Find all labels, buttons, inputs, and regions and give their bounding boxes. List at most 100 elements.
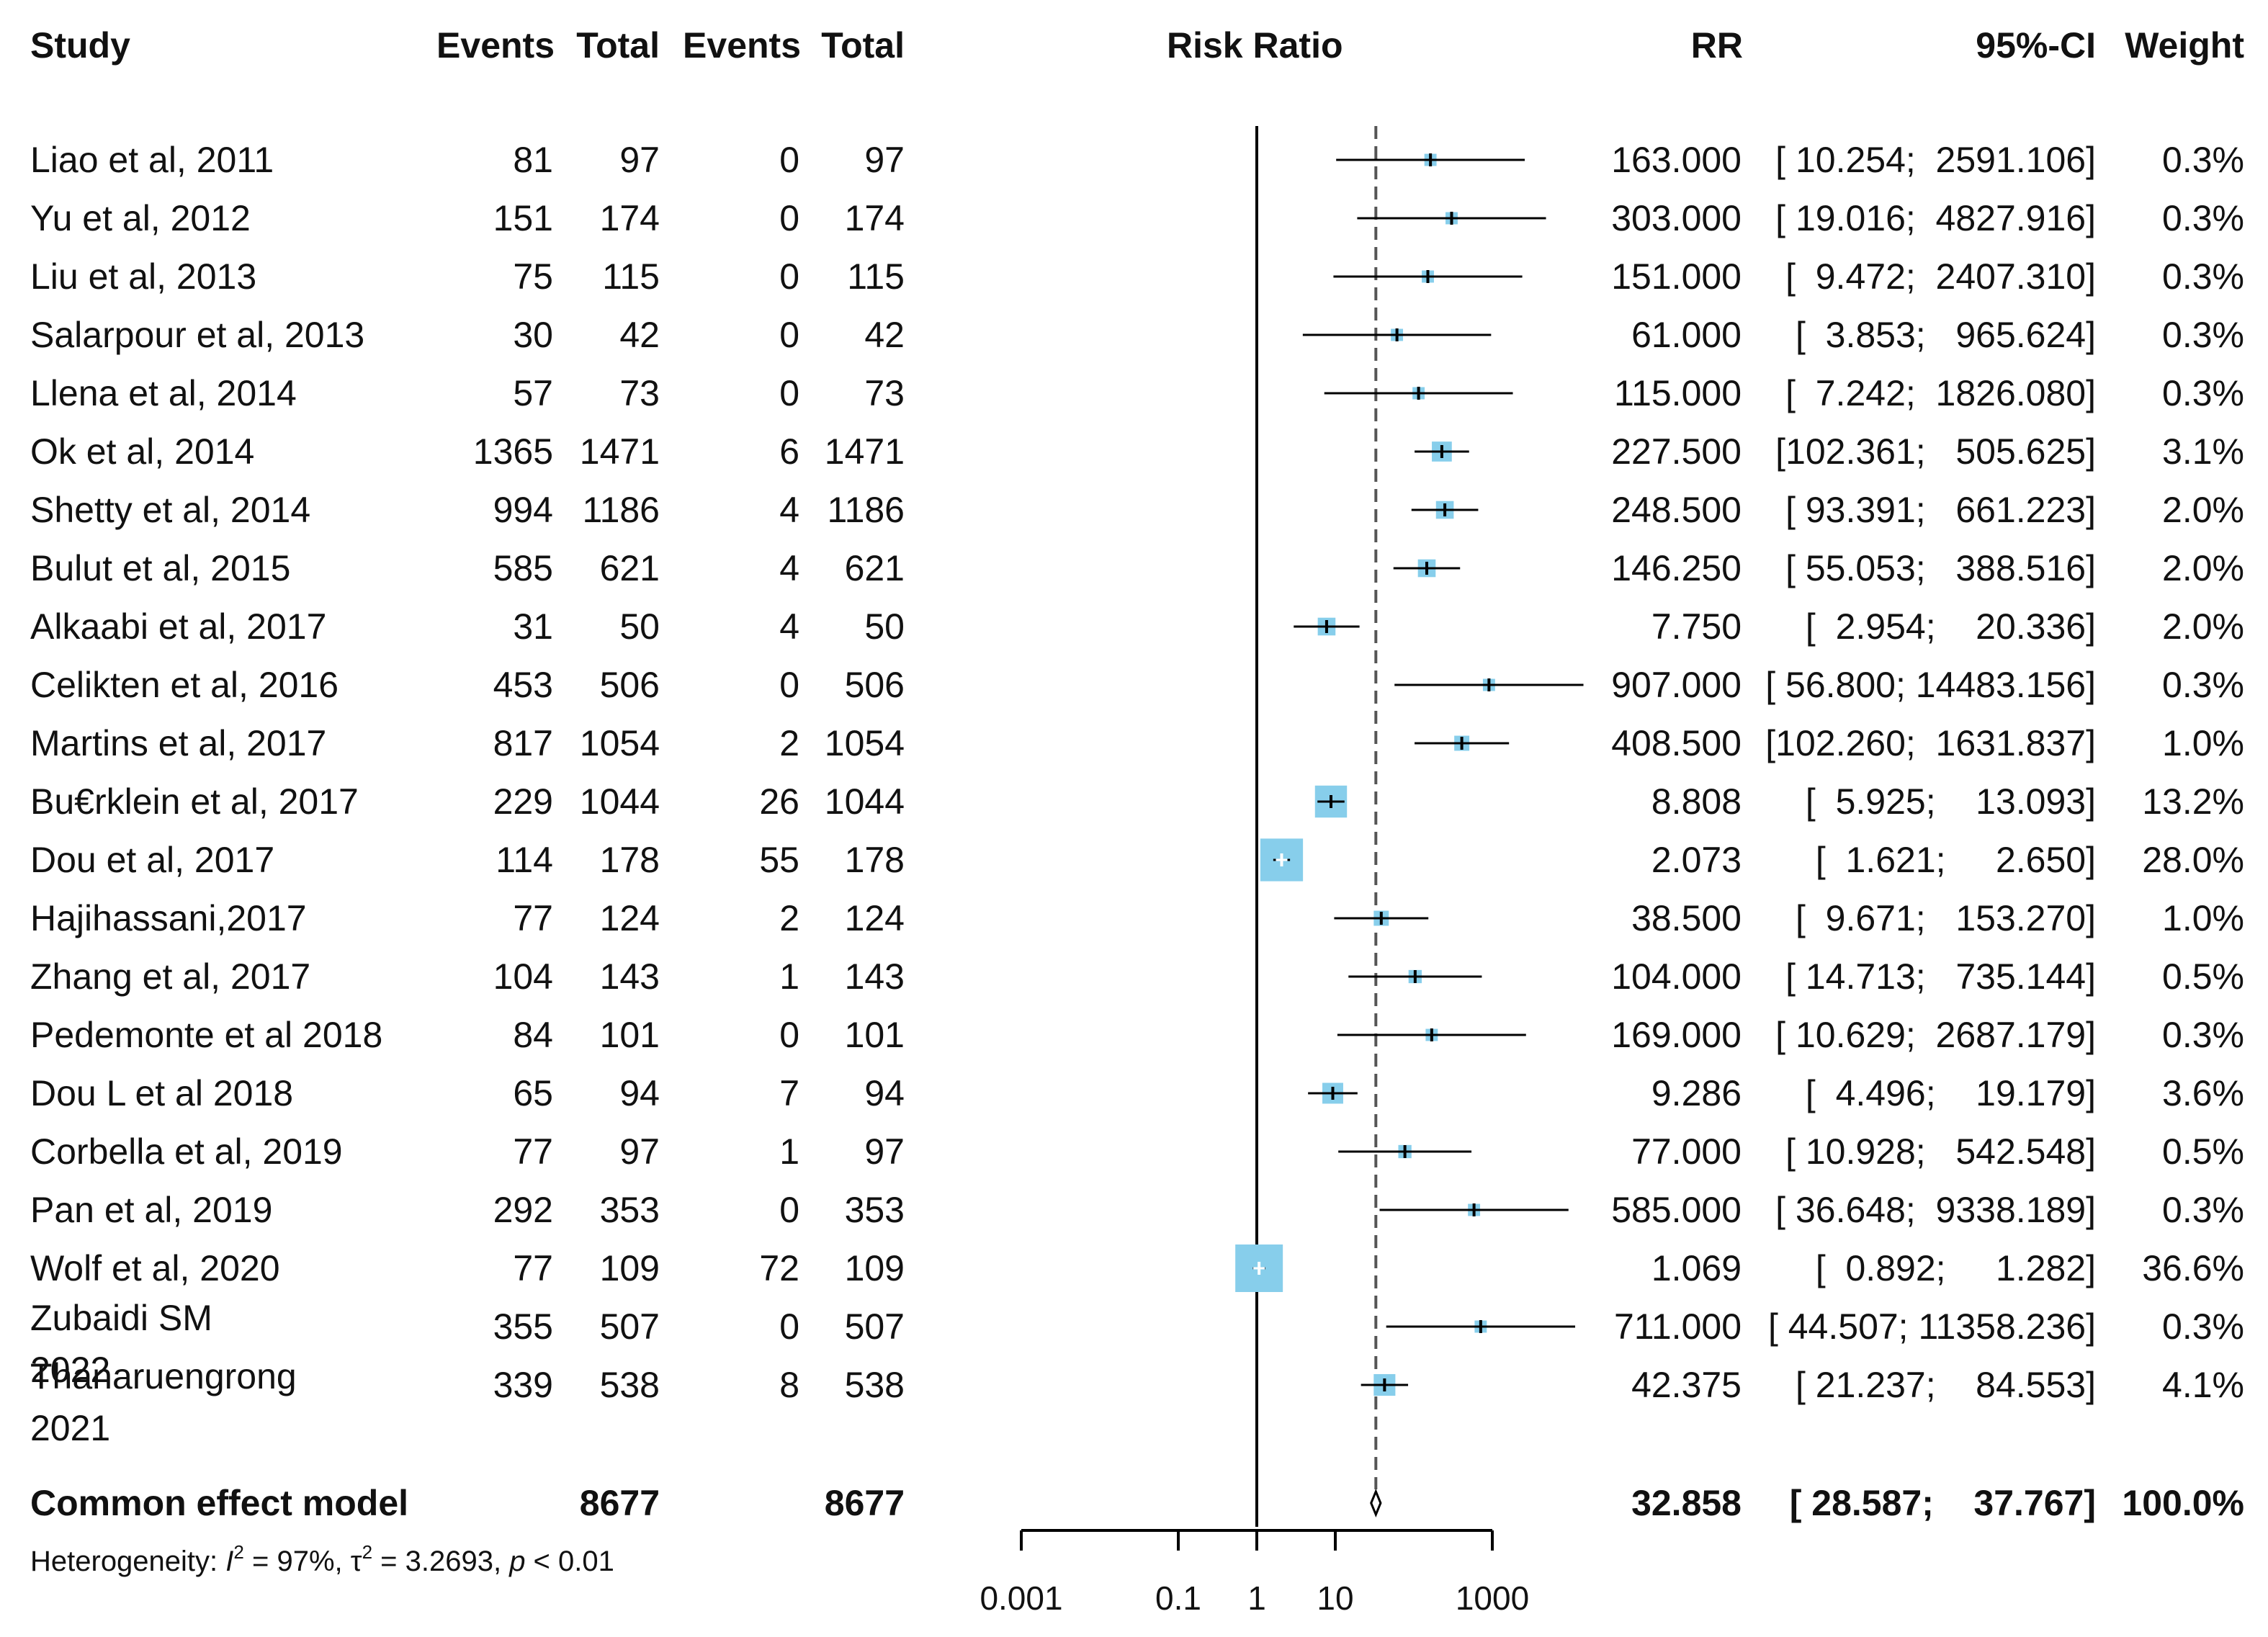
study-name: Liao et al, 2011 [30, 140, 274, 180]
events-ctl-cell: 0 [779, 256, 799, 297]
events-ctl-cell: 8 [779, 1365, 799, 1405]
total-ctl-cell: 73 [864, 373, 905, 413]
total-exp-cell: 174 [599, 198, 660, 238]
weight-cell: 36.6% [2142, 1248, 2244, 1288]
header-risk-ratio: Risk Ratio [1167, 25, 1343, 66]
weight-cell: 28.0% [2142, 840, 2244, 880]
total-ctl-cell: 507 [844, 1306, 905, 1347]
weight-cell: 0.5% [2162, 956, 2244, 997]
events-ctl-cell: 0 [779, 315, 799, 355]
rr-cell: 104.000 [1611, 956, 1742, 997]
total-exp-cell: 73 [619, 373, 660, 413]
events-exp-cell: 104 [493, 956, 553, 997]
events-exp-cell: 65 [513, 1073, 553, 1113]
header-events-ctl: Events [683, 25, 801, 66]
x-axis-tick-label: 0.1 [1155, 1579, 1201, 1617]
weight-cell: 0.3% [2162, 1190, 2244, 1230]
ci-cell: [ 14.713; 735.144] [1785, 956, 2096, 997]
rr-cell: 38.500 [1631, 898, 1742, 938]
total-exp-cell: 1471 [579, 431, 660, 472]
weight-cell: 0.3% [2162, 1306, 2244, 1347]
events-ctl-cell: 1 [779, 956, 799, 997]
ci-cell: [ 9.472; 2407.310] [1785, 256, 2096, 297]
i2-value: = 97%, [243, 1546, 351, 1577]
overall-ci: [ 28.587; 37.767] [1789, 1483, 2096, 1523]
total-ctl-cell: 178 [844, 840, 905, 880]
rr-cell: 711.000 [1613, 1306, 1742, 1347]
total-ctl-cell: 353 [844, 1190, 905, 1230]
events-ctl-cell: 0 [779, 1015, 799, 1055]
events-exp-cell: 355 [493, 1306, 553, 1347]
events-ctl-cell: 4 [779, 548, 799, 588]
study-name: Wolf et al, 2020 [30, 1248, 280, 1288]
total-exp-cell: 115 [602, 256, 660, 297]
events-exp-cell: 77 [513, 1131, 553, 1172]
weight-cell: 0.3% [2162, 315, 2244, 355]
total-ctl-cell: 174 [844, 198, 905, 238]
rr-cell: 77.000 [1631, 1131, 1742, 1172]
total-exp-cell: 97 [619, 140, 660, 180]
weight-cell: 1.0% [2162, 898, 2244, 938]
total-ctl-cell: 42 [864, 315, 905, 355]
study-name: Yu et al, 2012 [30, 198, 251, 238]
events-exp-cell: 1365 [472, 431, 553, 472]
header-total-ctl: Total [821, 25, 905, 66]
events-ctl-cell: 7 [779, 1073, 799, 1113]
events-exp-cell: 817 [493, 723, 553, 763]
rr-cell: 2.073 [1651, 840, 1742, 880]
total-ctl-cell: 101 [844, 1015, 905, 1055]
rr-cell: 146.250 [1611, 548, 1742, 588]
ci-cell: [ 2.954; 20.336] [1805, 606, 2096, 647]
x-axis-tick-label: 1 [1247, 1579, 1266, 1617]
study-name: Bulut et al, 2015 [30, 548, 291, 588]
study-name: Zubaidi SM 2022 [30, 1298, 212, 1390]
weight-cell: 0.3% [2162, 1015, 2244, 1055]
i2-sup: 2 [233, 1541, 244, 1563]
events-ctl-cell: 6 [779, 431, 799, 472]
study-name: Dou L et al 2018 [30, 1073, 294, 1113]
overall-weight: 100.0% [2122, 1483, 2244, 1523]
events-exp-cell: 229 [493, 781, 553, 822]
rr-cell: 163.000 [1611, 140, 1742, 180]
ci-cell: [ 0.892; 1.282] [1815, 1248, 2096, 1288]
events-ctl-cell: 55 [759, 840, 799, 880]
ci-cell: [102.361; 505.625] [1775, 431, 2096, 472]
study-name: Corbella et al, 2019 [30, 1131, 343, 1172]
events-ctl-cell: 2 [779, 723, 799, 763]
study-name: Ok et al, 2014 [30, 431, 255, 472]
total-ctl-cell: 621 [844, 548, 905, 588]
heterogeneity-label: Heterogeneity: [30, 1546, 226, 1577]
events-ctl-cell: 4 [779, 606, 799, 647]
events-ctl-cell: 0 [779, 665, 799, 705]
events-exp-cell: 31 [513, 606, 553, 647]
rr-cell: 169.000 [1611, 1015, 1742, 1055]
events-exp-cell: 585 [493, 548, 553, 588]
overall-total-ctl: 8677 [824, 1483, 905, 1523]
total-ctl-cell: 124 [844, 898, 905, 938]
weight-cell: 4.1% [2162, 1365, 2244, 1405]
total-ctl-cell: 109 [844, 1248, 905, 1288]
tau2-symbol: τ [350, 1546, 362, 1577]
ci-cell: [ 21.237; 84.553] [1796, 1365, 2096, 1405]
rr-cell: 115.000 [1613, 373, 1742, 413]
weight-cell: 0.5% [2162, 1131, 2244, 1172]
total-exp-cell: 1044 [579, 781, 660, 822]
events-exp-cell: 81 [513, 140, 553, 180]
weight-cell: 13.2% [2142, 781, 2244, 822]
total-exp-cell: 506 [599, 665, 660, 705]
weight-cell: 0.3% [2162, 140, 2244, 180]
ci-cell: [ 1.621; 2.650] [1815, 840, 2096, 880]
ci-cell: [ 4.496; 19.179] [1805, 1073, 2096, 1113]
rr-cell: 248.500 [1611, 490, 1742, 530]
x-axis-tick-label: 1000 [1456, 1579, 1529, 1617]
study-name: Celikten et al, 2016 [30, 665, 339, 705]
events-exp-cell: 453 [493, 665, 553, 705]
total-ctl-cell: 1054 [824, 723, 905, 763]
ci-cell: [ 10.254; 2591.106] [1775, 140, 2096, 180]
ci-cell: [ 19.016; 4827.916] [1775, 198, 2096, 238]
total-exp-cell: 353 [599, 1190, 660, 1230]
rr-cell: 42.375 [1631, 1365, 1742, 1405]
total-ctl-cell: 1471 [824, 431, 905, 472]
total-exp-cell: 97 [619, 1131, 660, 1172]
study-name: Shetty et al, 2014 [30, 490, 311, 530]
